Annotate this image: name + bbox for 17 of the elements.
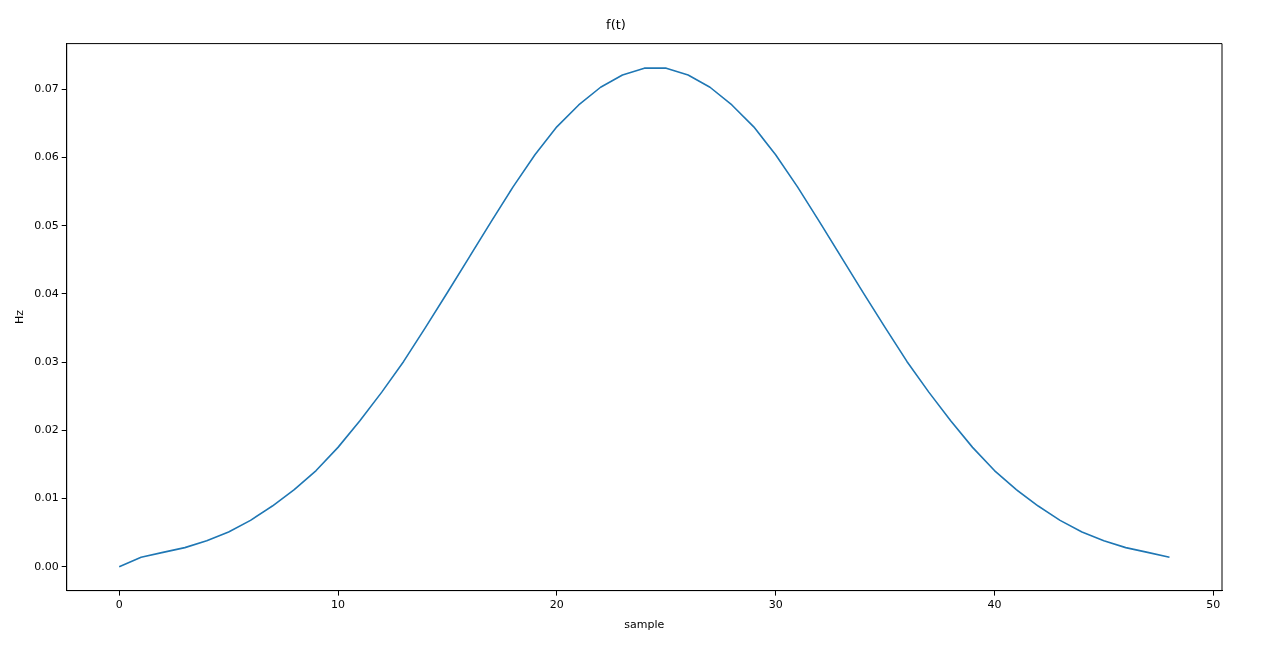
x-tick-label: 20: [549, 598, 564, 612]
y-tick-label: 0.06: [34, 150, 59, 164]
y-tick-label: 0.05: [34, 218, 59, 232]
y-axis-title: Hz: [13, 309, 27, 325]
x-tick-label: 50: [1206, 598, 1221, 612]
x-tick-label: 10: [331, 598, 346, 612]
chart-title: f(t): [606, 17, 626, 33]
x-axis-title: sample: [624, 618, 665, 632]
x-tick-label: 30: [768, 598, 783, 612]
y-tick-label: 0.02: [34, 423, 59, 437]
y-tick-label: 0.03: [34, 354, 59, 368]
y-tick-label: 0.00: [34, 559, 59, 573]
y-tick-label: 0.01: [34, 491, 59, 505]
y-tick-label: 0.07: [34, 82, 59, 96]
x-tick-label: 40: [987, 598, 1002, 612]
x-tick-label: 0: [115, 598, 123, 612]
y-tick-label: 0.04: [34, 286, 59, 300]
